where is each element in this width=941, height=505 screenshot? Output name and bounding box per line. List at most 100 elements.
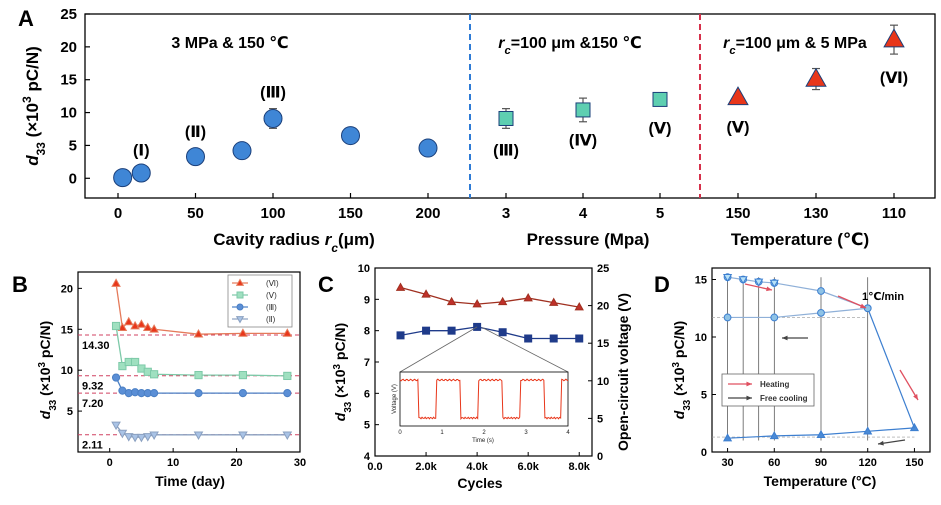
panel-c-xtick-label: 6.0k xyxy=(517,461,539,473)
panel-c-xtick-label: 2.0k xyxy=(415,461,437,473)
panel-a-point xyxy=(727,86,749,106)
panel-d-series-line xyxy=(867,308,915,429)
panel-d-xtick-label: 120 xyxy=(859,457,877,469)
panel-a-point xyxy=(113,168,133,188)
panel-a-xtick-label: 200 xyxy=(415,205,440,222)
panel-d-point xyxy=(723,313,732,322)
panel-c-inset-xtick: 4 xyxy=(566,430,570,436)
panel-d-xtick-label: 150 xyxy=(905,457,923,469)
panel-a-point xyxy=(652,91,668,107)
panel-a-point xyxy=(418,138,438,158)
panel-a-xtick-label: 150 xyxy=(725,205,750,222)
panel-c-ytick-right-label: 20 xyxy=(597,301,609,313)
panel-b-point xyxy=(136,319,147,328)
panel-d-point xyxy=(722,433,733,442)
panel-b-ytick-label: 10 xyxy=(61,365,73,377)
panel-b-point xyxy=(149,431,159,440)
panel-d-xtick-label: 60 xyxy=(768,457,780,469)
panel-b-legend-label: (Ⅴ) xyxy=(266,291,277,300)
panel-d-legend-arrow-head xyxy=(746,381,752,387)
panel-b-point xyxy=(123,316,134,326)
panel-b-point xyxy=(142,322,153,332)
panel-a-note-2: rc=100 μm &150 ℃ xyxy=(498,35,641,57)
panel-c-ytick-left-label: 8 xyxy=(364,326,370,338)
panel-a-point xyxy=(131,163,151,183)
panel-a-xtick-label: 4 xyxy=(579,205,588,222)
panel-c-ytick-right-label: 5 xyxy=(597,413,603,425)
panel-a-point-label: (Ⅰ) xyxy=(133,142,150,159)
panel-a-xtick-label: 0 xyxy=(114,205,122,222)
panel-d-ylabel: d33 (×103 pC/N) xyxy=(671,321,693,419)
panel-a-xtick-label: 150 xyxy=(338,205,363,222)
panel-c-inset-xtick: 2 xyxy=(482,430,486,436)
panel-d-point xyxy=(722,273,733,283)
panel-c-point xyxy=(523,293,533,302)
panel-d-point xyxy=(738,276,748,285)
panel-b-point xyxy=(282,328,293,337)
panel-c-point xyxy=(446,296,457,306)
panel-a-point-label: (Ⅲ) xyxy=(493,142,519,159)
panel-a-ytick-label: 10 xyxy=(60,105,77,122)
panel-c-inset-xtick: 3 xyxy=(524,430,528,436)
panel-c-frame xyxy=(374,267,593,457)
panel-a-point-label: (Ⅳ) xyxy=(569,132,597,149)
panel-c-point xyxy=(395,282,406,291)
panel-d-point xyxy=(863,304,872,313)
panel-a-ytick-label: 15 xyxy=(60,72,77,89)
panel-b-point xyxy=(194,370,203,380)
panel-b-xtick-label: 20 xyxy=(230,457,242,469)
panel-a-xtick-label: 130 xyxy=(803,205,828,222)
panel-d-xtick-label: 90 xyxy=(815,457,827,469)
panel-d-cooling-arrow-head xyxy=(878,440,884,446)
panel-d-legend-arrow-head xyxy=(746,395,752,401)
panel-c-inset-xtick: 1 xyxy=(440,430,444,436)
panel-b-point xyxy=(150,388,159,398)
panel-b-point xyxy=(193,329,204,338)
panel-d-point xyxy=(817,308,825,317)
panel-c-ytick-right-label: 25 xyxy=(597,263,609,275)
panel-a-xtick-label: 5 xyxy=(656,205,664,222)
panel-a-note-3: rc=100 μm & 5 MPa xyxy=(723,35,867,57)
panel-d-ytick-label: 0 xyxy=(701,447,707,459)
panel-c-point xyxy=(396,331,405,340)
panel-d-legend-label: Free cooling xyxy=(760,394,808,403)
panel-a-xtick-label: 110 xyxy=(882,205,906,222)
panel-c-point xyxy=(497,296,508,306)
panel-c-series-line xyxy=(400,286,580,308)
panel-d-series-line xyxy=(727,276,868,309)
panel-b-point xyxy=(238,370,248,380)
panel-a-frame xyxy=(84,13,936,199)
panel-d-point xyxy=(754,278,764,287)
panel-d-legend xyxy=(721,373,815,407)
panel-b-xtick-label: 10 xyxy=(167,457,179,469)
panel-d-heating-arrow-head xyxy=(913,394,918,400)
panel-a-letter: A xyxy=(18,6,34,31)
panel-a-point xyxy=(883,28,905,48)
panel-d-heating-arrow xyxy=(899,369,919,401)
panel-c-xtick-label: 4.0k xyxy=(466,461,488,473)
panel-c-inset-xlabel: Time (s) xyxy=(472,438,494,444)
panel-b-ref-label: 2.11 xyxy=(82,440,103,452)
panel-c-inset-ylabel: Voltage (V) xyxy=(392,384,398,414)
panel-b-point xyxy=(193,431,204,440)
panel-a-point xyxy=(341,126,360,146)
panel-c-inset-frame xyxy=(399,371,569,427)
panel-a-ylabel: d33 (×103 pC/N) xyxy=(20,46,48,166)
panel-b-ytick-label: 5 xyxy=(67,406,73,418)
panel-d-point xyxy=(770,313,779,322)
panel-c-ytick-right-label: 15 xyxy=(597,338,609,350)
panel-b-point xyxy=(111,373,121,382)
panel-d-heating-arrow-head xyxy=(766,286,772,292)
panel-a-point xyxy=(263,108,283,128)
panel-b-letter: B xyxy=(12,272,28,297)
panel-c-point xyxy=(421,289,431,298)
panel-c-point xyxy=(549,334,558,343)
panel-a-ytick-label: 25 xyxy=(60,6,77,23)
panel-d-ytick-label: 10 xyxy=(695,332,707,344)
panel-b-xtick-label: 0 xyxy=(107,457,113,469)
panel-d-point xyxy=(769,430,779,440)
panel-b-point xyxy=(149,324,159,333)
panel-d-point xyxy=(769,279,779,288)
